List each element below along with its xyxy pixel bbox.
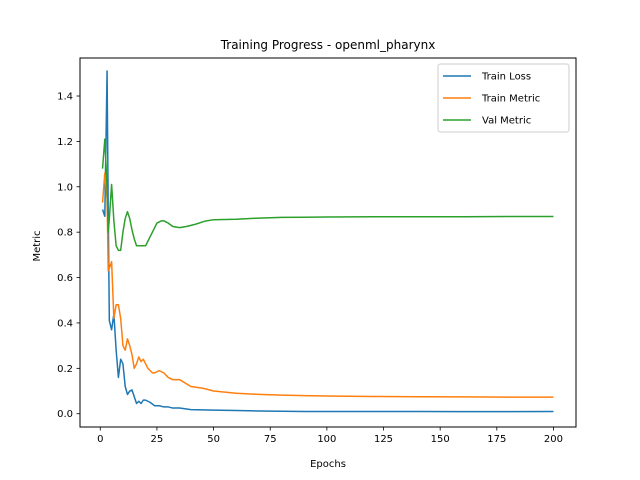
series-line-train-metric xyxy=(101,172,554,398)
y-tick-label: 1.4 xyxy=(57,92,73,103)
x-tick-label: 125 xyxy=(374,434,393,445)
x-axis-ticks: 0 25 50 75 100 125 150 175 200 xyxy=(97,427,563,445)
x-tick-label: 25 xyxy=(151,434,164,445)
y-tick-label: 0.8 xyxy=(57,228,73,239)
x-tick-label: 200 xyxy=(544,434,563,445)
x-tick-label: 75 xyxy=(264,434,277,445)
x-tick-label: 0 xyxy=(97,434,103,445)
y-tick-label: 0.0 xyxy=(57,409,73,420)
legend-label-train-loss: Train Loss xyxy=(481,72,531,83)
plot-area xyxy=(101,70,554,413)
y-tick-label: 1.0 xyxy=(57,182,73,193)
y-tick-label: 1.2 xyxy=(57,137,73,148)
x-tick-label: 175 xyxy=(487,434,506,445)
x-tick-label: 50 xyxy=(207,434,220,445)
y-axis-label: Metric xyxy=(32,230,43,261)
chart-title: Training Progress - openml_pharynx xyxy=(220,38,436,52)
legend: Train Loss Train Metric Val Metric xyxy=(437,63,570,133)
legend-label-train-metric: Train Metric xyxy=(481,94,540,105)
series-line-train-loss xyxy=(101,70,554,413)
plot-frame xyxy=(79,57,577,428)
x-tick-label: 150 xyxy=(431,434,450,445)
y-tick-label: 0.2 xyxy=(57,364,73,375)
x-tick-label: 100 xyxy=(317,434,336,445)
y-tick-label: 0.6 xyxy=(57,273,73,284)
x-axis-label: Epochs xyxy=(310,459,346,470)
series-line-val-metric xyxy=(101,138,554,252)
y-tick-label: 0.4 xyxy=(57,318,73,329)
legend-label-val-metric: Val Metric xyxy=(482,116,531,127)
legend-box xyxy=(437,63,570,133)
y-axis-ticks: 0.0 0.2 0.4 0.6 0.8 1.0 1.2 1.4 xyxy=(57,92,80,420)
